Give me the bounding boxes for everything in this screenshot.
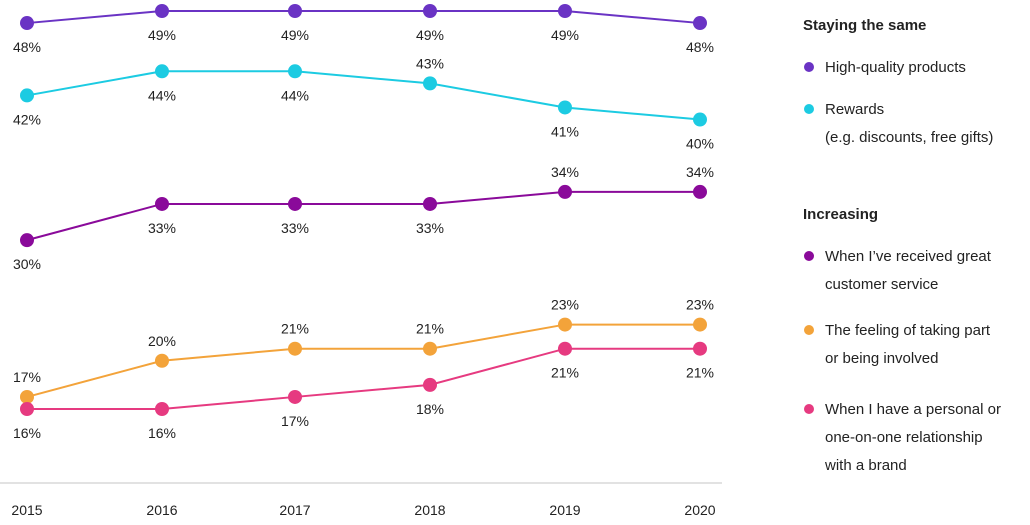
data-point xyxy=(558,100,572,115)
legend-label: The feeling of taking part xyxy=(825,322,991,339)
data-point xyxy=(20,233,34,248)
legend-label: (e.g. discounts, free gifts) xyxy=(825,129,993,146)
data-point xyxy=(20,389,34,404)
series-points xyxy=(20,4,707,416)
legend-label: Rewards xyxy=(825,101,884,118)
data-label: 33% xyxy=(281,220,309,236)
data-point xyxy=(693,341,707,356)
x-tick-label: 2016 xyxy=(146,502,177,518)
data-label: 42% xyxy=(13,111,41,127)
data-point xyxy=(20,16,34,31)
data-point xyxy=(20,402,34,416)
data-point xyxy=(288,4,302,18)
data-label: 16% xyxy=(148,425,176,441)
data-label: 23% xyxy=(686,297,714,313)
data-point xyxy=(155,64,169,79)
legend-label: When I’ve received great xyxy=(825,248,992,265)
data-point xyxy=(693,16,707,31)
data-label: 33% xyxy=(416,220,444,236)
x-tick-label: 2019 xyxy=(549,502,580,518)
data-label: 49% xyxy=(281,27,309,43)
data-point xyxy=(423,196,437,211)
data-point xyxy=(288,341,302,356)
data-point xyxy=(558,184,572,199)
data-point xyxy=(423,341,437,356)
data-label: 44% xyxy=(281,87,309,103)
legend-swatch xyxy=(804,404,814,414)
data-label: 30% xyxy=(13,256,41,272)
x-tick-label: 2015 xyxy=(11,502,42,518)
data-point xyxy=(423,4,437,18)
data-point xyxy=(693,317,707,332)
data-label: 23% xyxy=(551,297,579,313)
series-line-1 xyxy=(26,70,701,121)
data-point xyxy=(288,64,302,79)
data-point xyxy=(155,196,169,211)
data-label: 21% xyxy=(686,365,714,381)
data-point xyxy=(288,196,302,211)
legend-label: High-quality products xyxy=(825,59,966,76)
x-tick-label: 2020 xyxy=(684,502,715,518)
series-lines xyxy=(26,10,701,410)
data-point xyxy=(20,88,34,103)
series-line-3 xyxy=(26,323,700,398)
legend-label: one-on-one relationship xyxy=(825,429,983,446)
data-label: 20% xyxy=(148,333,176,349)
data-label: 34% xyxy=(686,164,714,180)
legend: Staying the same Increasing High-quality p… xyxy=(803,17,1001,474)
data-point xyxy=(693,112,707,127)
data-label: 21% xyxy=(416,321,444,337)
data-point xyxy=(558,317,572,332)
data-label: 49% xyxy=(551,27,579,43)
legend-label: with a brand xyxy=(824,457,907,474)
legend-label: or being involved xyxy=(825,350,938,367)
data-label: 21% xyxy=(281,321,309,337)
data-point xyxy=(423,76,437,91)
data-point xyxy=(558,341,572,356)
series-line-4 xyxy=(27,347,700,410)
legend-swatch xyxy=(804,104,814,114)
data-point xyxy=(288,389,302,404)
legend-group-heading: Increasing xyxy=(803,206,878,223)
data-point xyxy=(558,4,572,18)
x-tick-label: 2018 xyxy=(414,502,445,518)
data-point xyxy=(155,4,169,18)
data-point xyxy=(693,184,707,199)
data-label: 44% xyxy=(148,87,176,103)
data-label: 17% xyxy=(13,369,41,385)
data-label: 21% xyxy=(551,365,579,381)
data-label: 33% xyxy=(148,220,176,236)
data-point xyxy=(155,353,169,368)
legend-group-heading: Staying the same xyxy=(803,17,926,34)
data-label: 49% xyxy=(148,27,176,43)
data-label: 18% xyxy=(416,401,444,417)
data-label: 40% xyxy=(686,136,714,152)
legend-swatch xyxy=(804,325,814,335)
data-label: 48% xyxy=(13,39,41,55)
legend-swatch xyxy=(804,62,814,72)
x-tick-labels: 2015 2016 2017 2018 2019 2020 xyxy=(11,502,715,518)
data-point xyxy=(423,377,437,392)
data-label: 16% xyxy=(13,425,41,441)
legend-label: When I have a personal or xyxy=(825,401,1001,418)
data-label: 41% xyxy=(551,123,579,139)
series-line-0 xyxy=(26,10,701,25)
legend-label: customer service xyxy=(825,276,938,293)
series-line-2 xyxy=(26,190,700,242)
data-label: 17% xyxy=(281,413,309,429)
legend-swatch xyxy=(804,251,814,261)
data-label: 34% xyxy=(551,164,579,180)
data-label: 43% xyxy=(416,55,444,71)
data-labels: 48% 49% 49% 49% 49% 48% 42% 44% 44% 43% 41% 40% 30% 3… xyxy=(13,27,714,441)
data-label: 48% xyxy=(686,39,714,55)
x-tick-label: 2017 xyxy=(279,502,310,518)
data-label: 49% xyxy=(416,27,444,43)
data-point xyxy=(155,402,169,416)
